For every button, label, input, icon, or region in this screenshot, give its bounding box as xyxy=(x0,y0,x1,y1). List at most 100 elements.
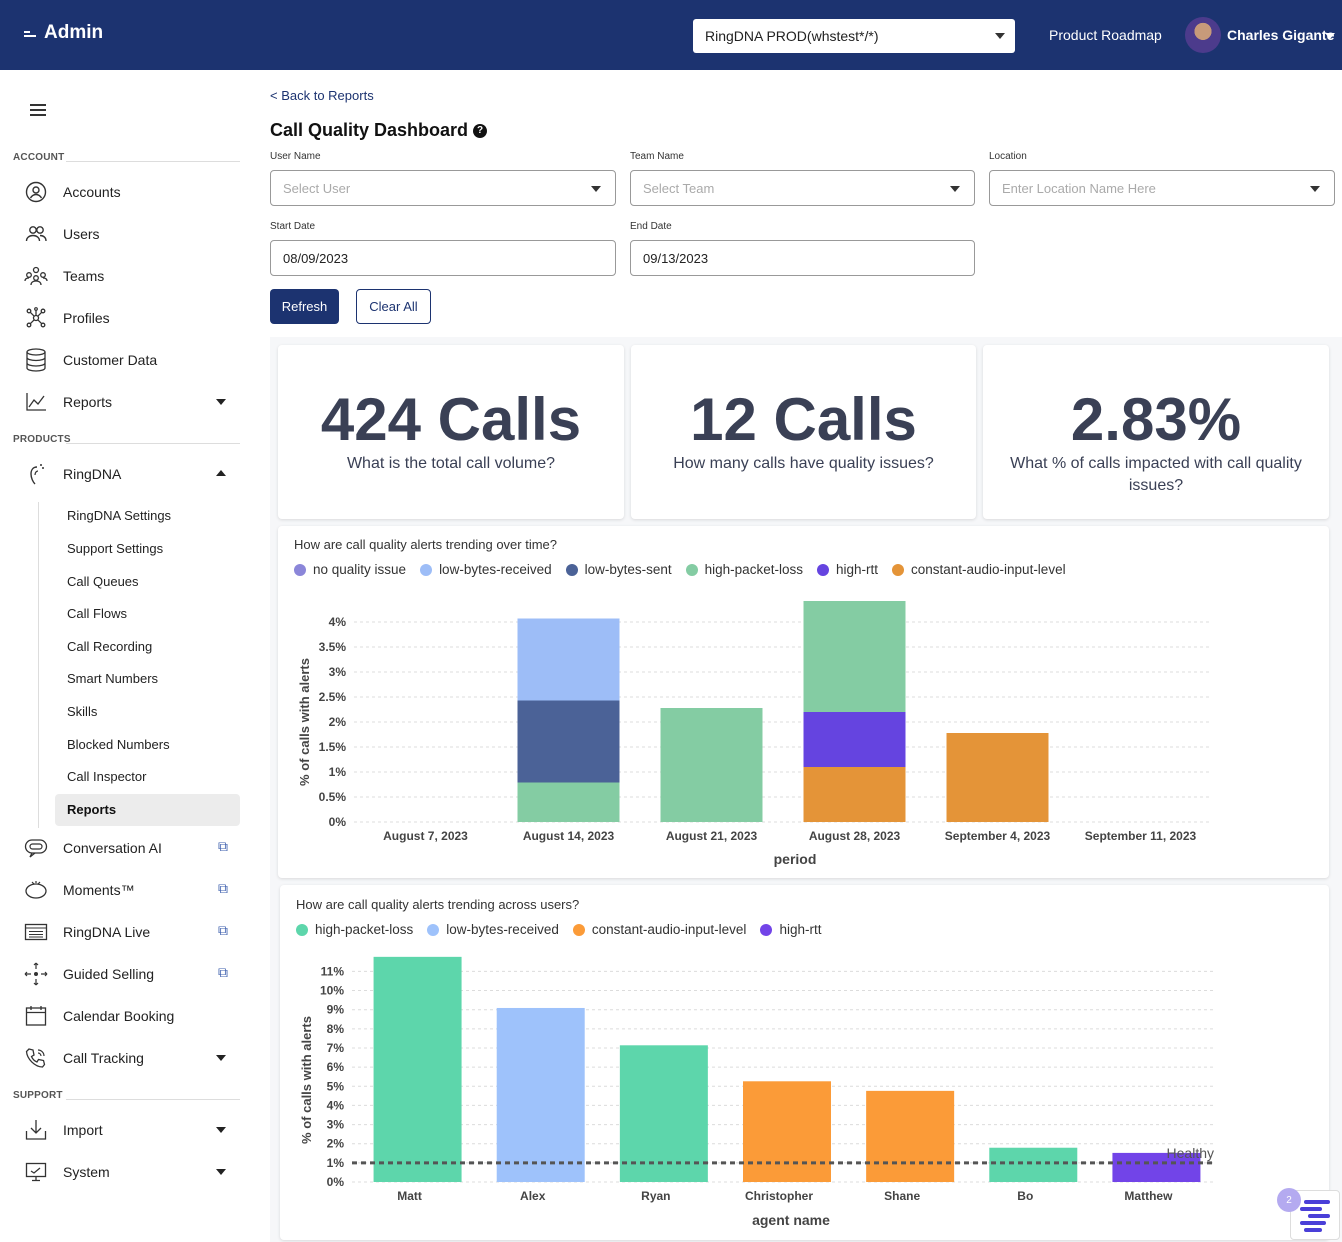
bar-segment[interactable] xyxy=(517,700,620,783)
x-tick-label: August 28, 2023 xyxy=(809,829,901,843)
submenu-reports-active[interactable] xyxy=(55,794,240,826)
chevron-down-icon[interactable] xyxy=(216,1055,226,1061)
user-menu-name[interactable]: Charles Gigante xyxy=(1227,27,1335,43)
legend-item[interactable]: high-rtt xyxy=(816,562,878,577)
chevron-up-icon[interactable] xyxy=(216,470,226,476)
sidebar: ACCOUNT Accounts Users Teams Profiles Cu… xyxy=(0,70,250,1242)
bar-segment[interactable] xyxy=(803,767,906,822)
sidebar-item-customer-data[interactable]: Customer Data xyxy=(22,344,242,376)
legend-item[interactable]: constant-audio-input-level xyxy=(572,922,746,937)
bar[interactable] xyxy=(619,1045,708,1182)
external-link-icon[interactable]: ⧉ xyxy=(218,964,228,980)
bar-segment[interactable] xyxy=(517,618,620,701)
sidebar-item-calendar-booking[interactable]: Calendar Booking xyxy=(22,1000,242,1032)
team-select[interactable]: Select Team xyxy=(630,170,975,206)
submenu-reports-label[interactable]: Reports xyxy=(67,802,117,817)
sidebar-item-system[interactable]: System xyxy=(22,1156,242,1188)
sidebar-item-conversation-ai[interactable]: Conversation AI ⧉ xyxy=(22,832,242,864)
section-support: SUPPORT xyxy=(13,1090,63,1101)
external-link-icon[interactable]: ⧉ xyxy=(218,838,228,854)
external-link-icon[interactable]: ⧉ xyxy=(218,880,228,896)
bar-segment[interactable] xyxy=(803,601,906,712)
sidebar-item-reports[interactable]: Reports xyxy=(22,386,242,418)
sidebar-item-accounts[interactable]: Accounts xyxy=(22,176,242,208)
refresh-button[interactable]: Refresh xyxy=(270,289,339,324)
sidebar-item-teams[interactable]: Teams xyxy=(22,260,242,292)
legend-label: constant-audio-input-level xyxy=(910,562,1066,577)
external-link-icon[interactable]: ⧉ xyxy=(218,922,228,938)
submenu-call-inspector[interactable]: Call Inspector xyxy=(67,769,147,784)
submenu-smart-numbers[interactable]: Smart Numbers xyxy=(67,671,159,686)
chart-legend: no quality issue low-bytes-received low-by… xyxy=(294,562,1066,577)
legend-item[interactable]: high-packet-loss xyxy=(296,922,413,937)
menu-icon[interactable] xyxy=(30,104,46,116)
bar-segment[interactable] xyxy=(946,733,1049,822)
sidebar-item-ringdna[interactable]: RingDNA xyxy=(22,458,242,490)
location-select[interactable]: Enter Location Name Here xyxy=(989,170,1335,206)
bar-segment[interactable] xyxy=(803,712,906,767)
sidebar-item-ringdna-live[interactable]: RingDNA Live ⧉ xyxy=(22,916,242,948)
import-icon xyxy=(22,1118,50,1142)
bar[interactable] xyxy=(373,956,462,1182)
legend-label: low-bytes-received xyxy=(439,562,552,577)
y-tick-label: 5% xyxy=(327,1079,345,1093)
legend-item[interactable]: low-bytes-received xyxy=(427,922,559,937)
sidebar-item-label: Teams xyxy=(63,268,105,284)
legend-item[interactable]: high-rtt xyxy=(760,922,821,937)
x-tick-label: August 21, 2023 xyxy=(666,829,758,843)
submenu-call-recording[interactable]: Call Recording xyxy=(67,639,153,654)
chevron-down-icon[interactable] xyxy=(1325,33,1335,39)
help-icon[interactable]: ? xyxy=(473,123,488,138)
end-date-value: 09/13/2023 xyxy=(643,251,709,266)
chevron-down-icon[interactable] xyxy=(216,399,226,405)
back-to-reports-link[interactable]: < Back to Reports xyxy=(270,88,374,103)
team-select-placeholder: Select Team xyxy=(643,181,715,196)
sidebar-item-call-tracking[interactable]: Call Tracking xyxy=(22,1042,242,1074)
avatar[interactable] xyxy=(1185,17,1221,53)
submenu-support-settings[interactable]: Support Settings xyxy=(67,541,164,556)
submenu-ringdna-settings[interactable]: RingDNA Settings xyxy=(67,508,172,523)
chevron-down-icon[interactable] xyxy=(216,1169,226,1175)
user-select[interactable]: Select User xyxy=(270,170,616,206)
sidebar-item-guided-selling[interactable]: Guided Selling ⧉ xyxy=(22,958,242,990)
end-date-label: End Date xyxy=(630,221,672,232)
sidebar-item-users[interactable]: Users xyxy=(22,218,242,250)
stat-question: What is the total call volume? xyxy=(346,455,556,472)
bar[interactable] xyxy=(743,1081,831,1182)
stat-value: 2.83% xyxy=(1070,386,1242,453)
legend-item[interactable]: low-bytes-received xyxy=(420,562,552,577)
product-roadmap-link[interactable]: Product Roadmap xyxy=(1049,27,1162,43)
legend-item[interactable]: low-bytes-sent xyxy=(565,562,672,577)
bar-segment[interactable] xyxy=(660,708,763,822)
end-date-input[interactable]: 09/13/2023 xyxy=(630,240,975,276)
sidebar-item-moments[interactable]: Moments™ ⧉ xyxy=(22,874,242,906)
x-tick-label: Alex xyxy=(520,1189,546,1203)
submenu-blocked-numbers[interactable]: Blocked Numbers xyxy=(67,737,170,752)
submenu-call-flows[interactable]: Call Flows xyxy=(67,606,127,621)
y-tick-label: 4% xyxy=(327,1098,345,1112)
legend-item[interactable]: high-packet-loss xyxy=(685,562,803,577)
legend-item[interactable]: no quality issue xyxy=(294,562,406,577)
x-axis-label: period xyxy=(774,851,817,867)
bar[interactable] xyxy=(1112,1152,1201,1182)
sidebar-item-profiles[interactable]: Profiles xyxy=(22,302,242,334)
environment-select[interactable]: RingDNA PROD(whstest*/*) xyxy=(693,19,1015,53)
bar[interactable] xyxy=(989,1147,1078,1182)
bar[interactable] xyxy=(496,1007,585,1182)
brand[interactable]: Admin xyxy=(24,22,103,44)
bar-segment[interactable] xyxy=(517,782,620,823)
chevron-down-icon[interactable] xyxy=(216,1127,226,1133)
user-name-label: User Name xyxy=(270,151,321,162)
legend-item[interactable]: constant-audio-input-level xyxy=(891,562,1066,577)
calendar-icon xyxy=(22,1004,50,1028)
clear-all-button[interactable]: Clear All xyxy=(356,289,431,324)
bar[interactable] xyxy=(866,1090,955,1182)
legend-label: high-packet-loss xyxy=(315,922,414,937)
submenu-skills[interactable]: Skills xyxy=(67,704,98,719)
chevron-down-icon xyxy=(950,186,960,192)
chevron-down-icon xyxy=(995,33,1005,39)
start-date-input[interactable]: 08/09/2023 xyxy=(270,240,616,276)
legend-label: low-bytes-sent xyxy=(584,562,672,577)
submenu-call-queues[interactable]: Call Queues xyxy=(67,574,139,589)
sidebar-item-import[interactable]: Import xyxy=(22,1114,242,1146)
